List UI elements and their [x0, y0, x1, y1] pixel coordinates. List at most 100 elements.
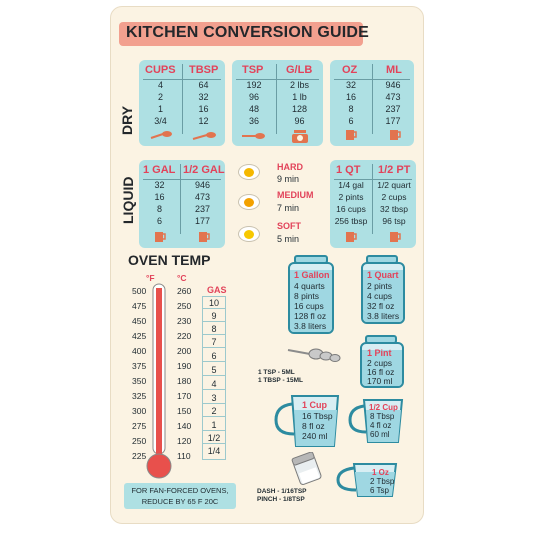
pint-line: 2 cups	[367, 358, 393, 368]
cell: 1 lb	[292, 92, 307, 102]
dash-note: DASH - 1/16TSP	[257, 488, 307, 495]
egg-soft-label: SOFT	[277, 221, 301, 231]
cell: 6	[156, 216, 162, 226]
egg-hard-label: HARD	[277, 162, 303, 172]
cup-icon	[199, 232, 210, 242]
c-value: 110	[177, 451, 191, 461]
f-value: 400	[132, 346, 147, 356]
cell: 2 lbs	[289, 80, 309, 90]
half-cup-line: 8 Tbsp	[370, 412, 395, 421]
cell: 1/2 quart	[377, 180, 411, 190]
f-value: 500	[132, 286, 147, 296]
cell: 8	[156, 204, 162, 214]
gas-value: 2	[203, 406, 225, 417]
cell: 473	[194, 192, 211, 202]
quart-title: 1 Quart	[367, 270, 399, 280]
cell: 32	[345, 80, 356, 90]
cup-icon	[346, 130, 357, 140]
cell: 3/4	[154, 116, 167, 126]
liquid-gal-panel: 1 GAL 1/2 GAL 32 946 16 473 8 237 6 177	[139, 160, 225, 248]
f-value: 275	[132, 421, 147, 431]
header-glb: G/LB	[286, 64, 313, 76]
gallon-line: 16 cups	[294, 301, 324, 311]
cell: 237	[194, 204, 211, 214]
cell: 2	[157, 92, 163, 102]
gallon-line: 128 fl oz	[294, 311, 327, 321]
half-cup-line: 4 fl oz	[370, 421, 392, 430]
f-value: 225	[132, 451, 147, 461]
thermometer-icon	[146, 283, 172, 479]
cup-icon	[390, 232, 401, 242]
f-value: 300	[132, 406, 147, 416]
quart-line: 3.8 liters	[367, 311, 400, 321]
cell: 96	[248, 92, 259, 102]
header-cups: CUPS	[145, 64, 176, 76]
cell: 2 pints	[338, 192, 364, 202]
cell: 946	[385, 80, 401, 90]
cell: 1/4 gal	[338, 180, 364, 190]
gas-value: 4	[203, 379, 225, 390]
spoon-icon	[192, 132, 216, 140]
c-value: 150	[177, 406, 192, 416]
header-tbsp: TBSP	[189, 64, 219, 76]
tsp-note: 1 TSP - 5ML	[258, 369, 295, 376]
dry-label: DRY	[119, 105, 135, 135]
cell: 4	[157, 80, 163, 90]
cell: 16	[154, 192, 165, 202]
c-value: 190	[177, 361, 192, 371]
cell: 1	[157, 104, 163, 114]
gas-header: GAS	[207, 285, 227, 295]
scale-icon	[292, 130, 308, 143]
egg-medium-icon	[238, 194, 260, 210]
header-oz: OZ	[342, 64, 358, 76]
fan-forced-note-box	[124, 483, 236, 509]
cell: 96 tsp	[382, 216, 406, 226]
cell: 237	[385, 104, 401, 114]
liquid-qt-pt-panel: 1 QT 1/2 PT 1/4 gal 1/2 quart 2 pints 2 …	[330, 160, 416, 248]
gallon-line: 8 pints	[294, 291, 320, 301]
f-value: 325	[132, 391, 147, 401]
measuring-spoon-icon	[242, 133, 265, 139]
header-half-pt: 1/2 PT	[378, 164, 411, 176]
header-1-qt: 1 QT	[336, 164, 361, 176]
cell: 16	[198, 104, 209, 114]
cup-title: 1 Cup	[302, 400, 328, 410]
gas-value: 3	[203, 393, 225, 404]
celsius-label: °C	[177, 273, 187, 283]
c-value: 120	[177, 436, 192, 446]
measuring-spoons-icon	[287, 348, 341, 362]
cell: 6	[348, 116, 354, 126]
c-value: 260	[177, 286, 192, 296]
cell: 16	[345, 92, 356, 102]
cell: 32	[154, 180, 165, 190]
cell: 946	[194, 180, 211, 190]
gas-value: 8	[203, 324, 225, 335]
egg-medium-time: 7 min	[277, 203, 300, 213]
pint-jar	[360, 342, 404, 388]
dry-oz-ml-panel: OZ ML 32 946 16 473 8 237 6 177	[330, 60, 414, 146]
cell: 128	[291, 104, 308, 114]
f-value: 250	[132, 436, 147, 446]
quart-line: 4 cups	[367, 291, 393, 301]
pint-line: 170 ml	[367, 376, 393, 386]
fan-forced-note-line1: FOR FAN-FORCED OVENS,	[131, 486, 229, 495]
dry-cups-tbsp-panel: CUPS TBSP 4 64 2 32 1 16 3/4 12	[139, 60, 225, 146]
cell: 96	[294, 116, 305, 126]
oz-title: 1 Oz	[372, 468, 389, 477]
dry-tsp-glb-panel: TSP G/LB 192 2 lbs 96 1 lb 48 128 36 96	[232, 60, 323, 146]
egg-soft-time: 5 min	[277, 234, 300, 244]
oz-cup-icon	[336, 463, 398, 497]
gallon-line: 3.8 liters	[294, 321, 327, 331]
pint-title: 1 Pint	[367, 348, 392, 358]
measuring-cup-icon	[274, 395, 340, 447]
gallon-title: 1 Gallon	[294, 270, 330, 280]
f-value: 425	[132, 331, 147, 341]
cell: 473	[385, 92, 401, 102]
cup-icon	[346, 232, 357, 242]
cell: 36	[248, 116, 259, 126]
gas-column	[202, 296, 226, 460]
cup-line: 240 ml	[302, 431, 328, 441]
pinch-note: PINCH - 1/8TSP	[257, 496, 305, 503]
f-value: 450	[132, 316, 147, 326]
gallon-line: 4 quarts	[294, 281, 325, 291]
